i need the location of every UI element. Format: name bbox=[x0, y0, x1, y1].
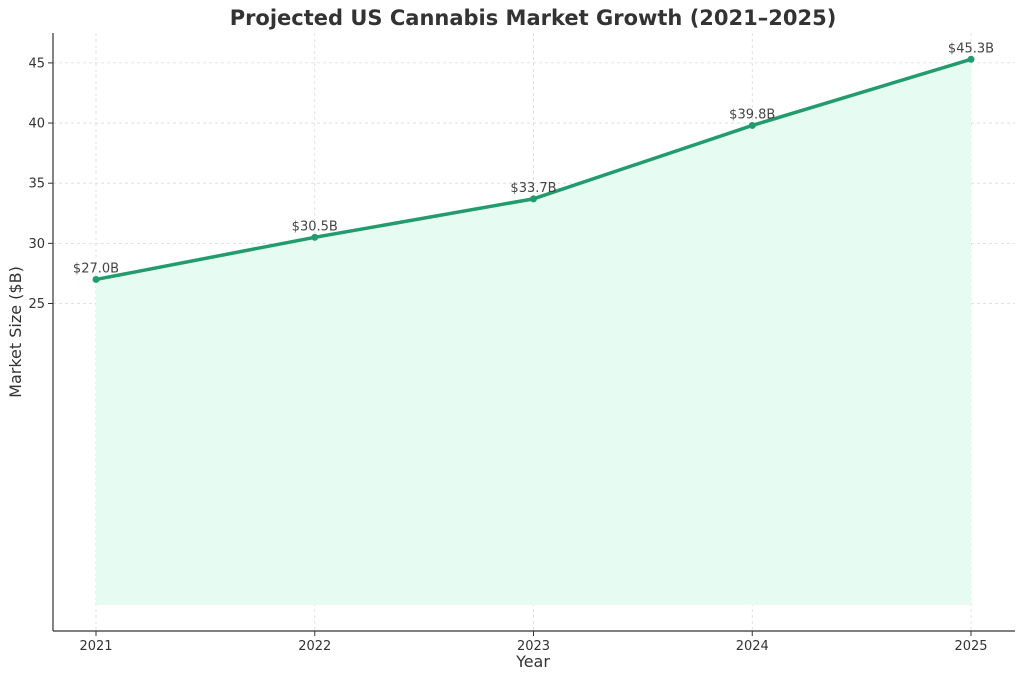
y-tick-label: 25 bbox=[28, 297, 45, 312]
x-tick-label: 2023 bbox=[517, 639, 550, 654]
x-tick-label: 2025 bbox=[954, 639, 987, 654]
y-tick-label: 45 bbox=[28, 56, 45, 71]
chart-title: Projected US Cannabis Market Growth (202… bbox=[230, 6, 837, 30]
data-point bbox=[92, 275, 100, 283]
data-point bbox=[967, 55, 975, 63]
y-tick-label: 35 bbox=[28, 177, 45, 192]
data-label: $33.7B bbox=[510, 181, 556, 196]
y-tick-label: 30 bbox=[28, 237, 45, 252]
data-label: $27.0B bbox=[73, 261, 119, 276]
x-tick-label: 2022 bbox=[298, 639, 331, 654]
area-layer bbox=[96, 59, 971, 605]
x-axis-label: Year bbox=[515, 652, 550, 671]
data-label: $30.5B bbox=[292, 219, 338, 234]
data-label: $45.3B bbox=[948, 41, 994, 56]
x-tick-label: 2024 bbox=[736, 639, 769, 654]
data-point bbox=[530, 195, 537, 203]
data-labels: $27.0B $30.5B $33.7B $39.8B $45.3B bbox=[73, 41, 994, 276]
data-label: $39.8B bbox=[729, 107, 775, 122]
y-tick-label: 40 bbox=[28, 117, 45, 132]
data-point bbox=[748, 121, 756, 129]
data-point bbox=[311, 233, 319, 241]
axes: 25 30 35 40 45 2021 2022 2023 2024 2025 bbox=[28, 33, 1015, 654]
y-axis-label: Market Size ($B) bbox=[6, 266, 25, 398]
x-tick-label: 2021 bbox=[79, 639, 112, 654]
line-layer bbox=[92, 55, 975, 283]
area-fill bbox=[96, 59, 971, 605]
